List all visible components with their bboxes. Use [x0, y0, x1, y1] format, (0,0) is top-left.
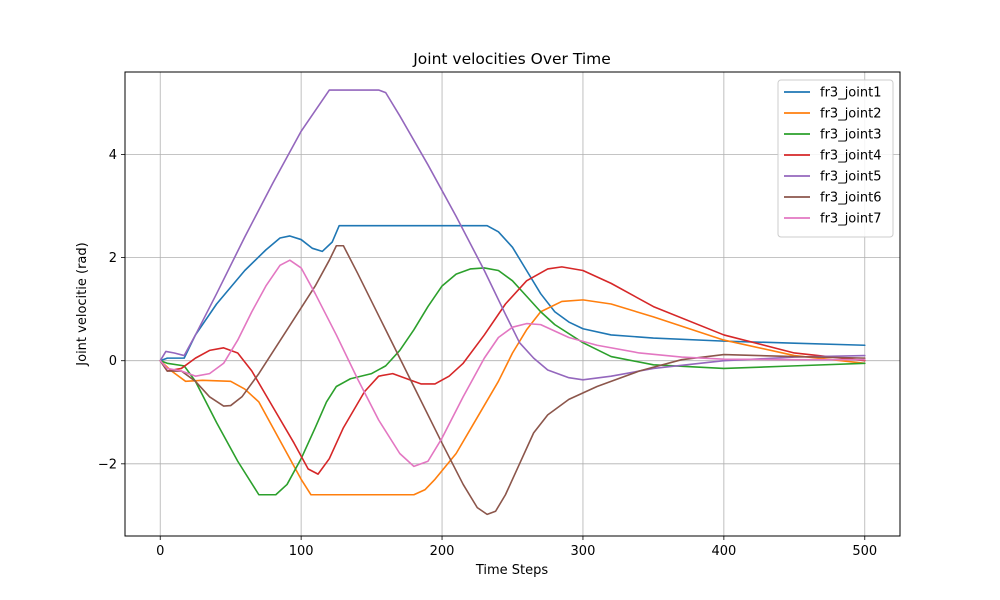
series-layer: [159, 89, 866, 516]
series-line-fr3_joint3: [159, 267, 866, 496]
legend-label: fr3_joint4: [820, 149, 881, 164]
chart-title: Joint velocities Over Time: [412, 50, 611, 68]
x-tick-label: 400: [711, 544, 736, 559]
x-tick-label: 100: [289, 544, 314, 559]
x-tick-label: 300: [571, 544, 596, 559]
x-tick-label: 0: [156, 544, 164, 559]
legend-label: fr3_joint5: [820, 170, 881, 185]
series-line-fr3_joint2: [159, 299, 866, 496]
plot-frame: [124, 71, 901, 537]
series-line-fr3_joint4: [159, 266, 866, 475]
series-line-fr3_joint1: [159, 224, 866, 362]
y-tick-label: 2: [109, 251, 117, 266]
legend-label: fr3_joint2: [820, 107, 881, 122]
y-tick-label: −2: [98, 457, 117, 472]
legend-label: fr3_joint7: [820, 212, 881, 227]
ticks: 0 100 200 300 400 500 −2 0 2 4: [98, 148, 877, 559]
series-line-fr3_joint5: [159, 89, 866, 381]
series-line-fr3_joint7: [159, 259, 866, 468]
series-line-fr3_joint6: [159, 244, 866, 516]
x-tick-label: 200: [430, 544, 455, 559]
legend: fr3_joint1 fr3_joint2 fr3_joint3 fr3_joint4…: [777, 79, 894, 238]
legend-label: fr3_joint6: [820, 191, 881, 206]
x-axis-label: Time Steps: [475, 563, 549, 578]
y-tick-label: 0: [109, 354, 117, 369]
x-tick-label: 500: [852, 544, 877, 559]
y-tick-label: 4: [109, 148, 117, 163]
legend-label: fr3_joint1: [820, 86, 881, 101]
y-axis-label: Joint velocitie (rad): [75, 242, 90, 366]
legend-label: fr3_joint3: [820, 128, 881, 143]
